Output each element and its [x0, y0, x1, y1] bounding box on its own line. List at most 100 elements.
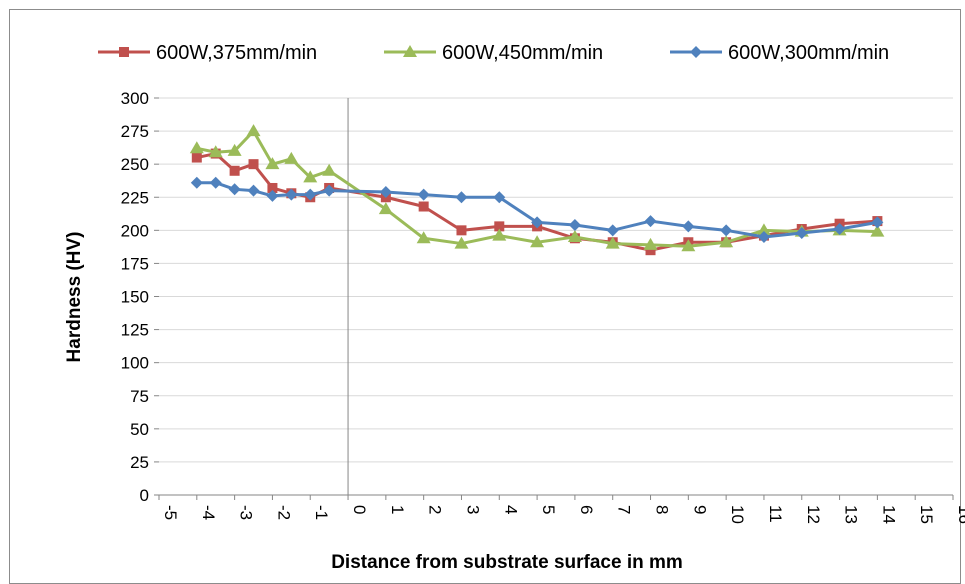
data-point — [493, 191, 506, 204]
y-tick-label: 150 — [121, 288, 149, 307]
data-point — [228, 183, 241, 196]
legend-label: 600W,450mm/min — [442, 42, 603, 64]
x-tick-label: -1 — [312, 505, 331, 520]
data-point — [227, 143, 242, 156]
y-tick-label: 0 — [140, 486, 149, 505]
data-point — [304, 188, 317, 201]
x-tick-label: 0 — [350, 505, 369, 514]
data-point — [531, 216, 544, 229]
y-tick-label: 300 — [121, 89, 149, 108]
data-point — [209, 176, 222, 189]
legend-entry: 600W,450mm/min — [384, 42, 603, 64]
data-point — [456, 225, 467, 236]
data-point — [265, 157, 280, 170]
legend-label: 600W,375mm/min — [156, 42, 317, 64]
data-point — [492, 228, 507, 241]
data-point — [418, 201, 429, 212]
data-point — [681, 239, 696, 252]
legend-entry: 600W,375mm/min — [98, 42, 317, 64]
data-point — [756, 223, 771, 236]
x-tick-label: 14 — [879, 505, 898, 524]
legend-label: 600W,300mm/min — [728, 42, 889, 64]
legend-marker — [403, 45, 417, 57]
y-tick-label: 125 — [121, 321, 149, 340]
data-point — [285, 188, 298, 201]
series-2 — [189, 124, 885, 252]
data-point — [191, 152, 202, 163]
data-point — [247, 184, 260, 197]
data-point — [454, 236, 469, 249]
y-tick-label: 75 — [130, 387, 149, 406]
x-axis-label: Distance from substrate surface in mm — [331, 552, 683, 573]
data-point — [643, 237, 658, 250]
data-point — [795, 226, 808, 239]
series-line — [196, 129, 878, 248]
x-tick-label: 6 — [577, 505, 596, 514]
x-tick-label: -2 — [274, 505, 293, 520]
gridlines — [159, 97, 953, 463]
y-tick-label: 250 — [121, 155, 149, 174]
x-tick-label: 2 — [426, 505, 445, 514]
data-point — [323, 184, 336, 197]
data-point — [455, 191, 468, 204]
x-tick-label: 9 — [690, 505, 709, 514]
x-tick-label: 11 — [766, 505, 785, 523]
data-point — [720, 224, 733, 237]
data-point — [267, 182, 278, 193]
data-point — [719, 235, 734, 248]
x-tick-label: 5 — [539, 505, 558, 514]
y-tick-label: 175 — [121, 254, 149, 273]
data-point — [530, 235, 545, 248]
data-point — [189, 141, 204, 154]
series-line — [196, 181, 878, 239]
data-point — [568, 219, 581, 232]
data-point — [246, 124, 261, 137]
y-tick-labels: 0 25 50 75 100 125 150 175 200 225 250 275 300 — [121, 89, 149, 505]
data-point — [248, 159, 259, 170]
data-point — [567, 229, 582, 242]
data-point — [378, 202, 393, 215]
data-point — [229, 165, 240, 176]
data-point — [322, 163, 337, 176]
x-tick-label: -3 — [237, 505, 256, 520]
data-point — [833, 223, 846, 236]
legend-marker — [690, 46, 702, 58]
x-tick-label: 1 — [388, 505, 407, 514]
y-tick-label: 275 — [121, 122, 149, 141]
data-point — [644, 215, 657, 228]
data-point — [379, 185, 392, 198]
data-point — [208, 145, 223, 158]
y-axis-label: Hardness (HV) — [64, 232, 85, 363]
data-point — [645, 245, 656, 256]
data-point — [266, 189, 279, 202]
x-tick-label: 12 — [804, 505, 823, 524]
data-point — [682, 220, 695, 233]
data-point — [417, 188, 430, 201]
x-tick-labels: -5 -4 -3 -2 -1 0 1 2 3 4 5 6 7 8 9 10 11 12 13 14 15 16 — [161, 505, 965, 524]
data-point — [284, 151, 299, 164]
x-tick-label: 8 — [653, 505, 672, 514]
x-tick-label: 13 — [842, 505, 861, 524]
y-tick-label: 225 — [121, 188, 149, 207]
data-point — [190, 176, 203, 189]
data-point — [757, 230, 770, 243]
x-tick-label: 4 — [501, 505, 520, 514]
data-point — [871, 216, 884, 229]
data-point — [494, 221, 505, 232]
series-line — [196, 152, 878, 252]
data-point — [416, 231, 431, 244]
y-tick-label: 100 — [121, 354, 149, 373]
data-point — [605, 236, 620, 249]
x-tick-label: 3 — [463, 505, 482, 514]
x-tick-label: 15 — [917, 505, 936, 524]
x-tick-label: -4 — [199, 505, 218, 520]
legend-marker — [119, 47, 129, 57]
x-tick-label: 7 — [615, 505, 634, 514]
data-point — [606, 224, 619, 237]
legend-entry: 600W,300mm/min — [670, 42, 889, 64]
data-point — [870, 224, 885, 237]
data-series — [189, 124, 885, 256]
x-tick-label: 16 — [955, 505, 965, 524]
y-tick-label: 200 — [121, 221, 149, 240]
